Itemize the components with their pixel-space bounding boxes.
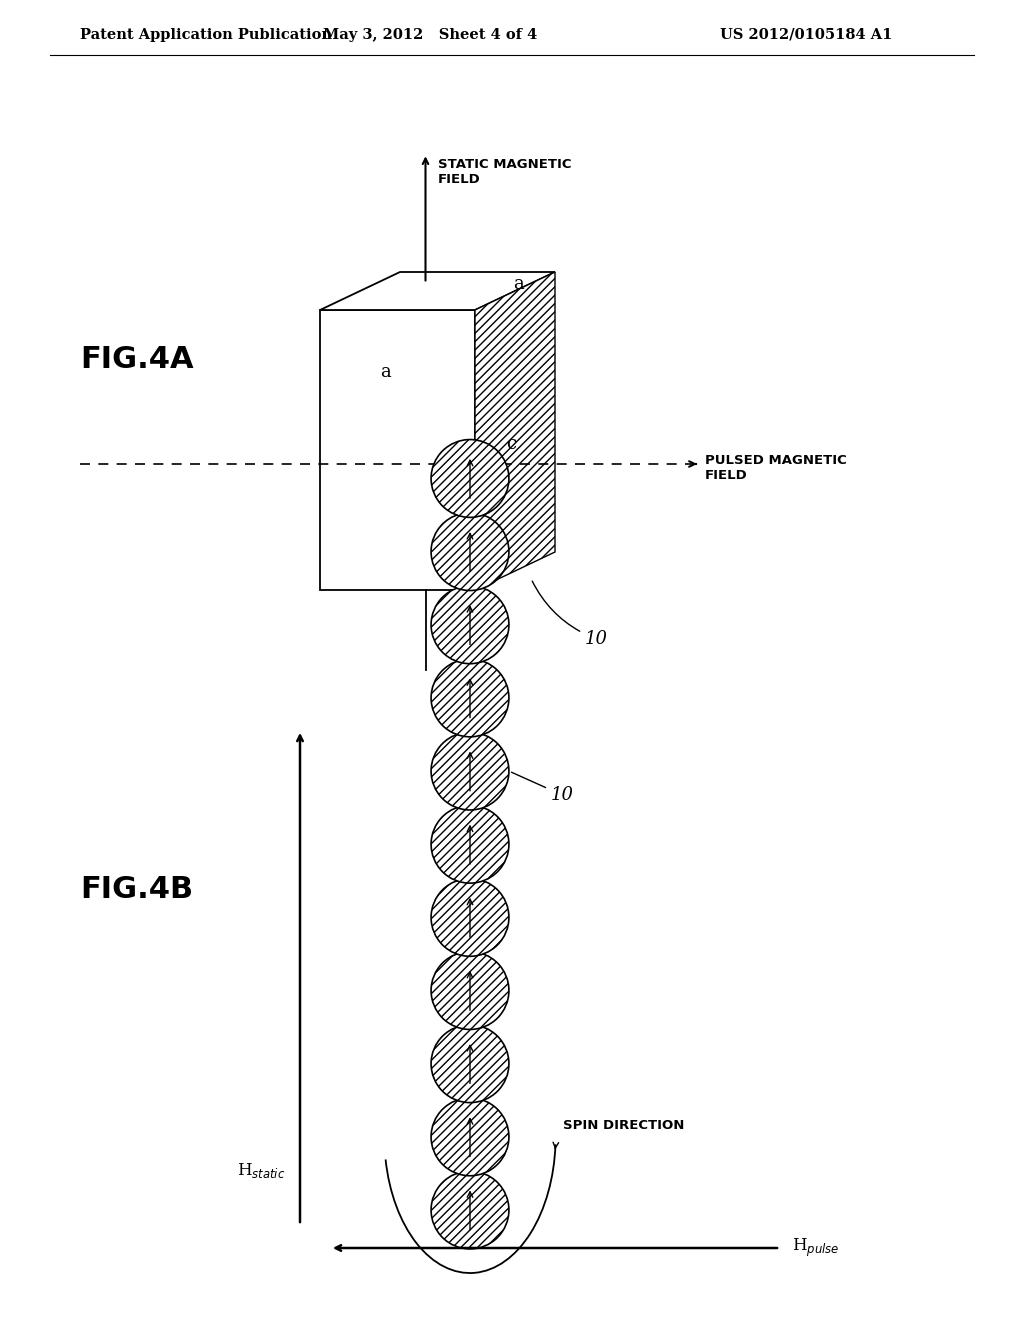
Polygon shape (319, 310, 475, 590)
Circle shape (431, 440, 509, 517)
Text: PULSED MAGNETIC
FIELD: PULSED MAGNETIC FIELD (705, 454, 847, 482)
Text: Patent Application Publication: Patent Application Publication (80, 28, 332, 42)
Circle shape (431, 733, 509, 810)
Text: STATIC MAGNETIC
FIELD: STATIC MAGNETIC FIELD (437, 158, 571, 186)
Text: FIG.4B: FIG.4B (80, 875, 194, 904)
Text: SPIN DIRECTION: SPIN DIRECTION (563, 1118, 685, 1131)
Text: 10: 10 (532, 581, 608, 648)
Text: H$_{static}$: H$_{static}$ (237, 1160, 285, 1180)
Circle shape (431, 879, 509, 956)
Text: c: c (506, 436, 516, 453)
Polygon shape (319, 272, 555, 310)
Circle shape (431, 1098, 509, 1176)
Text: May 3, 2012   Sheet 4 of 4: May 3, 2012 Sheet 4 of 4 (323, 28, 538, 42)
Circle shape (431, 1024, 509, 1102)
Text: a: a (514, 275, 524, 293)
Circle shape (431, 512, 509, 590)
Text: a: a (380, 363, 390, 380)
Text: 10: 10 (511, 772, 573, 804)
Circle shape (431, 952, 509, 1030)
Circle shape (431, 659, 509, 737)
Text: FIG.4A: FIG.4A (80, 346, 194, 375)
Circle shape (431, 1171, 509, 1249)
Circle shape (431, 586, 509, 664)
Circle shape (431, 805, 509, 883)
Polygon shape (475, 272, 555, 590)
Text: H$_{pulse}$: H$_{pulse}$ (792, 1237, 840, 1259)
Text: US 2012/0105184 A1: US 2012/0105184 A1 (720, 28, 892, 42)
